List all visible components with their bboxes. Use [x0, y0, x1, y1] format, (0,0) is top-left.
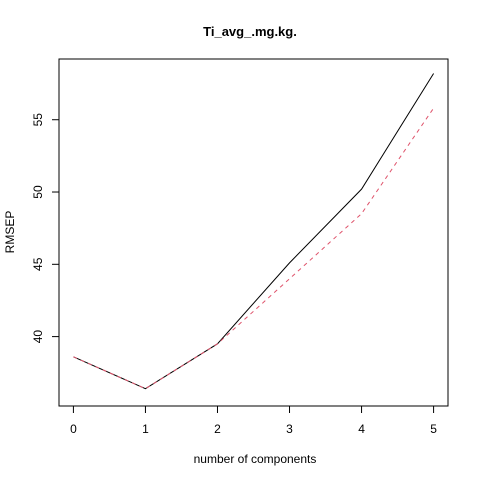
- x-tick-label-3: 3: [286, 422, 293, 436]
- x-tick-label-2: 2: [214, 422, 221, 436]
- x-tick-label-1: 1: [142, 422, 149, 436]
- plot-frame: [58, 58, 449, 407]
- y-axis-label: RMSEP: [3, 211, 17, 254]
- x-axis-label: number of components: [194, 452, 317, 466]
- y-tick-label-2: 50: [31, 185, 45, 199]
- series-line-1: [73, 107, 435, 390]
- y-tick-label-3: 55: [31, 113, 45, 127]
- y-tick-label-0: 40: [31, 330, 45, 344]
- x-tick-label-5: 5: [430, 422, 437, 436]
- series-layer: [73, 73, 435, 390]
- x-axis: 0 1 2 3 4 5: [70, 405, 437, 436]
- x-tick-label-4: 4: [358, 422, 365, 436]
- y-tick-label-1: 45: [31, 257, 45, 271]
- chart-title: Ti_avg_.mg.kg.: [203, 24, 297, 39]
- y-axis: 40 45 50 55: [31, 113, 60, 344]
- series-line-0: [73, 73, 435, 390]
- x-tick-label-0: 0: [70, 422, 77, 436]
